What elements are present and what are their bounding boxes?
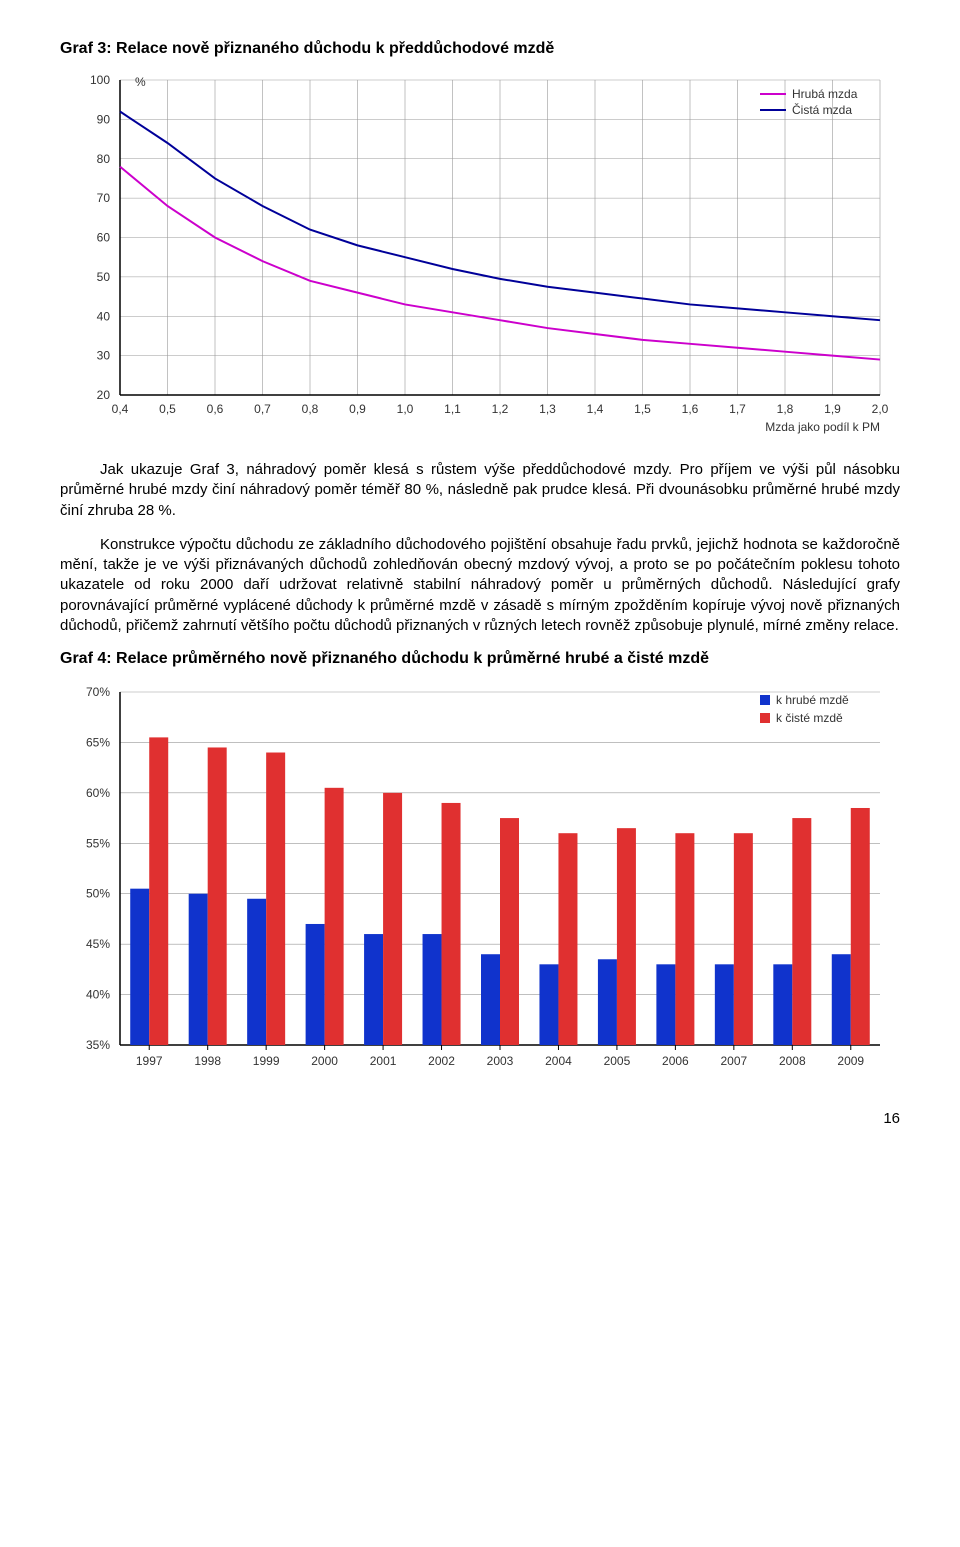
svg-text:0,4: 0,4: [112, 402, 129, 416]
chart4-svg: 35% 40% 45% 50% 55% 60% 65% 70% 1997 1998 1999 2000…: [65, 680, 895, 1080]
svg-text:2009: 2009: [837, 1054, 864, 1068]
svg-text:45%: 45%: [86, 937, 110, 951]
svg-text:1,7: 1,7: [729, 402, 746, 416]
svg-text:0,6: 0,6: [207, 402, 224, 416]
svg-text:2000: 2000: [311, 1054, 338, 1068]
chart3-container: 20 30 40 50 60 70 80 90 100% 0,4 0,5 0,6 0,7 0,8 0,9 1,…: [65, 70, 895, 440]
svg-text:1997: 1997: [136, 1054, 163, 1068]
svg-text:k čisté mzdě: k čisté mzdě: [776, 711, 843, 725]
svg-text:70: 70: [97, 191, 111, 205]
svg-text:1,5: 1,5: [634, 402, 651, 416]
page-number: 16: [60, 1110, 900, 1127]
svg-text:k hrubé mzdě: k hrubé mzdě: [776, 693, 849, 707]
chart3-svg: 20 30 40 50 60 70 80 90 100% 0,4 0,5 0,6 0,7 0,8 0,9 1,…: [65, 70, 895, 440]
svg-text:55%: 55%: [86, 836, 110, 850]
svg-text:50: 50: [97, 270, 111, 284]
svg-text:0,8: 0,8: [302, 402, 319, 416]
svg-text:65%: 65%: [86, 735, 110, 749]
svg-text:2002: 2002: [428, 1054, 455, 1068]
svg-text:1,2: 1,2: [492, 402, 509, 416]
svg-text:0,9: 0,9: [349, 402, 366, 416]
svg-text:40: 40: [97, 309, 111, 323]
svg-text:1,9: 1,9: [824, 402, 841, 416]
svg-text:1,1: 1,1: [444, 402, 461, 416]
svg-text:Čistá mzda: Čistá mzda: [792, 102, 852, 117]
svg-text:1,4: 1,4: [587, 402, 604, 416]
svg-text:70%: 70%: [86, 685, 110, 699]
paragraph-2: Konstrukce výpočtu důchodu ze základního…: [60, 535, 900, 636]
svg-text:2007: 2007: [720, 1054, 747, 1068]
svg-text:2001: 2001: [370, 1054, 397, 1068]
svg-text:60: 60: [97, 231, 111, 245]
svg-text:80: 80: [97, 152, 111, 166]
svg-text:20: 20: [97, 388, 111, 402]
svg-text:50%: 50%: [86, 887, 110, 901]
svg-text:1999: 1999: [253, 1054, 280, 1068]
svg-text:1,8: 1,8: [777, 402, 794, 416]
svg-text:40%: 40%: [86, 988, 110, 1002]
svg-text:35%: 35%: [86, 1038, 110, 1052]
chart3-heading: Graf 3: Relace nově přiznaného důchodu k…: [60, 40, 900, 58]
svg-text:Hrubá mzda: Hrubá mzda: [792, 87, 858, 101]
svg-text:0,5: 0,5: [159, 402, 176, 416]
chart4-heading: Graf 4: Relace průměrného nově přiznanéh…: [60, 650, 900, 668]
svg-text:100: 100: [90, 73, 110, 87]
svg-text:1,6: 1,6: [682, 402, 699, 416]
svg-text:0,7: 0,7: [254, 402, 271, 416]
svg-text:2006: 2006: [662, 1054, 689, 1068]
svg-text:90: 90: [97, 112, 111, 126]
svg-text:1,3: 1,3: [539, 402, 556, 416]
chart4-container: 35% 40% 45% 50% 55% 60% 65% 70% 1997 1998 1999 2000…: [65, 680, 895, 1080]
paragraph-1: Jak ukazuje Graf 3, náhradový poměr kles…: [60, 460, 900, 521]
svg-text:1998: 1998: [194, 1054, 221, 1068]
svg-text:30: 30: [97, 349, 111, 363]
svg-text:2,0: 2,0: [872, 402, 889, 416]
svg-text:2005: 2005: [604, 1054, 631, 1068]
svg-text:2004: 2004: [545, 1054, 572, 1068]
svg-text:%: %: [135, 75, 146, 89]
svg-text:1,0: 1,0: [397, 402, 414, 416]
svg-text:60%: 60%: [86, 786, 110, 800]
svg-text:2008: 2008: [779, 1054, 806, 1068]
svg-text:2003: 2003: [487, 1054, 514, 1068]
svg-text:Mzda jako podíl k PM: Mzda jako podíl k PM: [765, 420, 880, 434]
